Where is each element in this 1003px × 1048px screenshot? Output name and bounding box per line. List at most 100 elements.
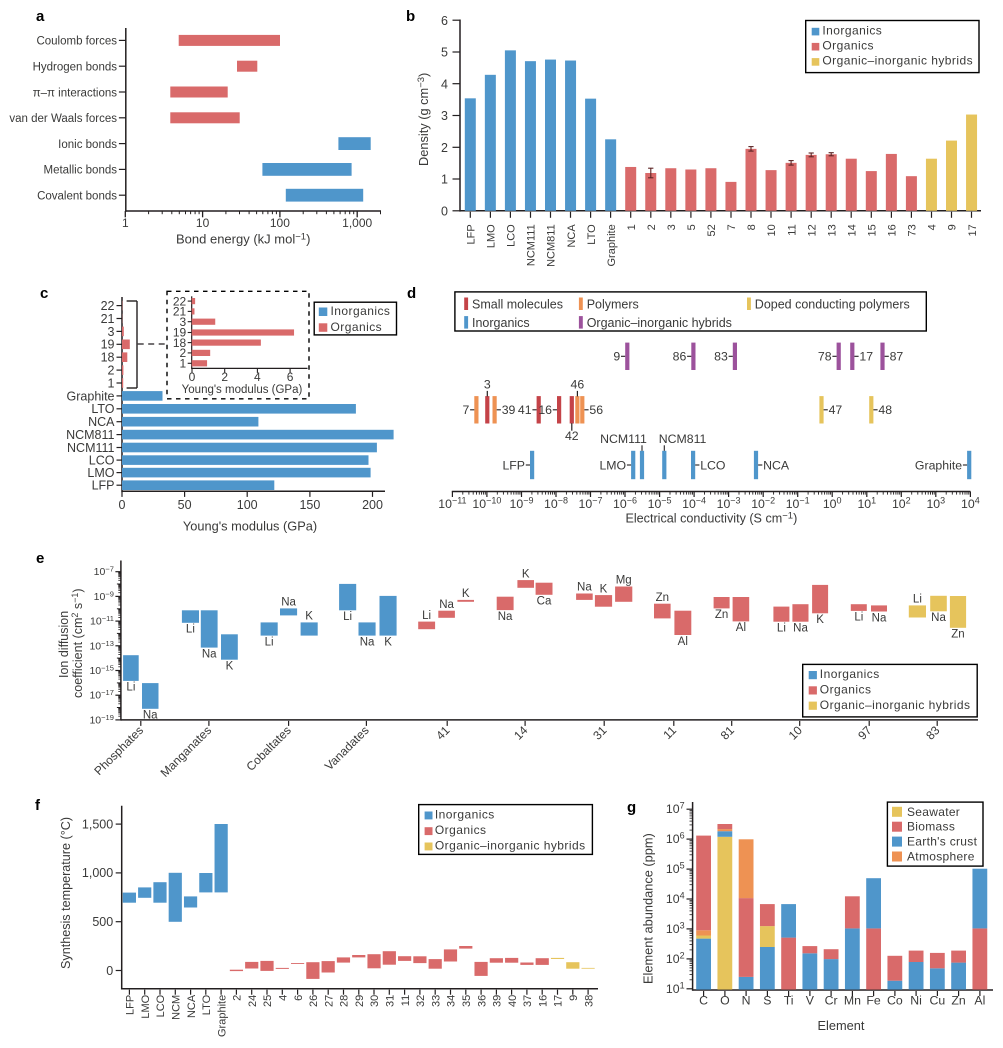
svg-text:15: 15 [867,224,879,236]
svg-text:NCM811: NCM811 [66,428,114,442]
svg-text:21: 21 [101,312,115,326]
svg-text:200: 200 [362,498,383,512]
svg-text:Na: Na [498,611,513,623]
svg-text:NCM111: NCM111 [600,432,647,446]
svg-text:Organics: Organics [822,39,874,53]
svg-text:86: 86 [673,350,687,364]
svg-text:16: 16 [538,403,552,417]
svg-text:C: C [699,994,708,1008]
svg-text:42: 42 [565,429,579,443]
svg-text:Li: Li [913,594,922,606]
svg-text:Seawater: Seawater [907,805,960,819]
svg-text:Inorganics: Inorganics [820,667,880,681]
svg-text:8: 8 [746,224,758,230]
svg-text:Earth's crust: Earth's crust [907,835,978,849]
svg-text:Hydrogen bonds: Hydrogen bonds [33,62,118,74]
svg-text:52: 52 [706,224,718,236]
svg-text:3: 3 [666,224,678,230]
svg-text:3: 3 [484,378,491,392]
svg-text:LMO: LMO [140,994,152,1018]
svg-text:1: 1 [108,376,115,390]
svg-text:18: 18 [101,351,115,365]
svg-text:13: 13 [826,224,838,236]
svg-text:Ionic bonds: Ionic bonds [58,139,117,151]
svg-text:Li: Li [777,623,786,635]
svg-text:K: K [522,568,530,580]
svg-text:Al: Al [678,636,688,648]
svg-text:38: 38 [583,995,595,1007]
svg-text:NCA: NCA [763,458,790,472]
svg-text:2: 2 [646,224,658,230]
svg-text:2: 2 [221,370,228,384]
svg-text:π–π interactions: π–π interactions [33,87,118,99]
svg-text:10: 10 [196,216,210,230]
svg-text:e: e [36,550,44,567]
svg-text:NCA: NCA [566,224,578,248]
svg-text:Na: Na [577,582,592,594]
svg-text:4: 4 [927,224,939,230]
svg-text:5: 5 [686,224,698,230]
svg-text:17: 17 [967,224,979,236]
svg-text:500: 500 [92,915,113,929]
svg-text:78: 78 [818,350,832,364]
svg-text:NCM111: NCM111 [67,441,115,455]
svg-text:LFP: LFP [502,458,525,472]
svg-text:Zn: Zn [656,592,669,604]
svg-text:Young's modulus (GPa): Young's modulus (GPa) [183,519,317,534]
svg-text:Inorganics: Inorganics [472,316,530,330]
svg-text:Li: Li [186,624,195,636]
svg-text:d: d [407,285,416,302]
svg-text:LFP: LFP [466,224,478,244]
svg-text:Al: Al [736,622,746,634]
svg-text:K: K [305,611,313,623]
svg-text:Li: Li [854,612,863,624]
svg-text:1: 1 [180,357,187,371]
svg-text:46: 46 [571,378,585,392]
svg-text:LMO: LMO [87,466,114,480]
svg-text:NCM111: NCM111 [526,224,538,266]
svg-text:26: 26 [308,995,320,1007]
svg-text:Co: Co [887,994,903,1008]
svg-text:Inorganics: Inorganics [331,304,391,318]
svg-text:40: 40 [507,995,519,1007]
svg-text:4: 4 [254,370,261,384]
svg-text:16: 16 [887,224,899,236]
svg-text:Organics: Organics [331,320,383,334]
svg-text:Graphite: Graphite [216,995,228,1037]
svg-text:LMO: LMO [486,224,498,248]
svg-text:150: 150 [299,498,320,512]
svg-text:Electrical conductivity (S cm−: Electrical conductivity (S cm−1) [625,511,797,526]
svg-text:Ca: Ca [537,596,552,608]
svg-text:1: 1 [441,173,448,187]
svg-text:a: a [36,8,45,25]
svg-text:4: 4 [441,77,448,91]
svg-text:34: 34 [446,995,458,1007]
svg-text:Ti: Ti [784,994,794,1008]
svg-text:3: 3 [108,325,115,339]
svg-text:Graphite: Graphite [915,458,962,472]
svg-text:Organics: Organics [820,683,872,697]
svg-text:Synthesis temperature (°C): Synthesis temperature (°C) [59,817,73,969]
svg-text:Na: Na [202,648,217,660]
svg-text:Na: Na [439,599,454,611]
svg-text:Fe: Fe [866,994,881,1008]
svg-text:2: 2 [441,141,448,155]
svg-text:2: 2 [232,995,244,1001]
svg-text:Organic–inorganic hybrids: Organic–inorganic hybrids [822,54,973,68]
svg-text:coefficient (cm2 s−1): coefficient (cm2 s−1) [70,588,85,698]
svg-text:O: O [720,994,730,1008]
svg-text:Na: Na [931,612,946,624]
svg-text:73: 73 [907,224,919,236]
svg-text:28: 28 [339,995,351,1007]
svg-text:Element: Element [818,1018,865,1033]
svg-text:K: K [816,614,824,626]
svg-text:6: 6 [441,14,448,28]
svg-text:19: 19 [101,338,115,352]
svg-text:Mg: Mg [616,575,632,587]
svg-text:56: 56 [589,403,603,417]
svg-text:17: 17 [859,350,873,364]
svg-text:36: 36 [476,995,488,1007]
svg-text:27: 27 [323,995,335,1007]
svg-text:NCM811: NCM811 [546,224,558,267]
svg-text:Covalent bonds: Covalent bonds [37,191,117,203]
